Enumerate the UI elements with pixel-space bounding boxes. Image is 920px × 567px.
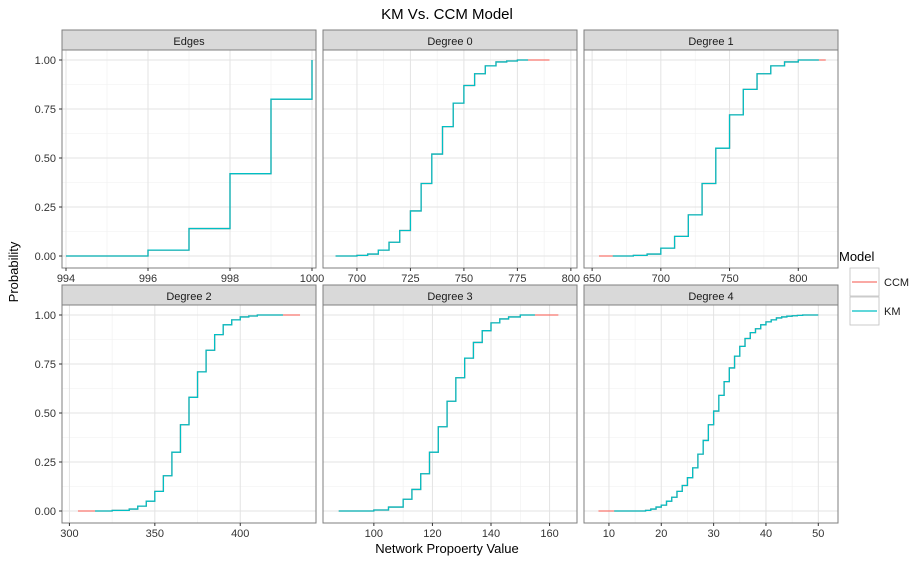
panel-border <box>322 49 578 269</box>
legend-items: CCM KM <box>849 267 909 326</box>
x-tick-label: 30 <box>707 528 719 540</box>
panel-background <box>584 50 838 268</box>
panel-border <box>61 304 317 524</box>
facet-panel: Degree 4 10 20 30 40 50 <box>583 284 839 540</box>
y-tick-label: 0.50 <box>35 153 56 165</box>
x-tick-label: 998 <box>221 273 239 285</box>
x-tick-label: 700 <box>348 273 366 285</box>
y-tick-label: 0.75 <box>35 359 56 371</box>
x-tick-label: 20 <box>655 528 667 540</box>
series-line-km <box>612 59 819 257</box>
legend-item-km: KM <box>849 296 901 326</box>
panel-border <box>322 304 578 524</box>
facet-title: Degree 4 <box>688 291 733 303</box>
panel-background <box>323 305 577 523</box>
x-tick-label: 400 <box>231 528 249 540</box>
facet-title: Degree 3 <box>427 291 472 303</box>
series-line-km <box>338 314 535 512</box>
series-line-km <box>95 314 283 512</box>
facet-panel: Degree 1 650 700 750 800 <box>583 29 839 285</box>
x-tick-label: 160 <box>540 528 558 540</box>
facet-panel: Edges 994 996 998 1000 0.00 0.25 0.50 0.75 1.00 <box>35 29 324 285</box>
facet-panel: Degree 2 300 350 400 0.00 0.25 0.50 0.75 1.00 <box>35 284 317 540</box>
facet-title: Edges <box>173 36 205 48</box>
x-tick-label: 40 <box>760 528 772 540</box>
y-tick-label: 0.25 <box>35 457 56 469</box>
panel-background <box>323 50 577 268</box>
x-tick-label: 750 <box>455 273 473 285</box>
y-tick-label: 0.00 <box>35 506 56 518</box>
x-tick-label: 800 <box>789 273 807 285</box>
y-tick-label: 0.25 <box>35 202 56 214</box>
x-tick-label: 750 <box>720 273 738 285</box>
x-tick-label: 120 <box>423 528 441 540</box>
x-tick-label: 1000 <box>300 273 324 285</box>
facet-panel: Degree 0 700 725 750 775 800 <box>322 29 580 285</box>
facet-title: Degree 1 <box>688 36 733 48</box>
x-tick-label: 800 <box>562 273 580 285</box>
facet-title: Degree 0 <box>427 36 472 48</box>
panel-border <box>61 49 317 269</box>
series-line-km <box>66 60 313 257</box>
legend-title: Model <box>839 249 875 264</box>
y-tick-label: 1.00 <box>35 55 56 67</box>
x-axis-label: Network Propoerty Value <box>375 541 519 556</box>
x-tick-label: 300 <box>60 528 78 540</box>
x-tick-label: 996 <box>139 273 157 285</box>
x-tick-label: 100 <box>365 528 383 540</box>
chart-title: KM Vs. CCM Model <box>381 6 513 23</box>
x-tick-label: 10 <box>603 528 615 540</box>
y-tick-label: 0.00 <box>35 251 56 263</box>
x-tick-label: 994 <box>57 273 75 285</box>
y-tick-label: 0.75 <box>35 104 56 116</box>
panel-border <box>583 49 839 269</box>
x-tick-label: 350 <box>146 528 164 540</box>
panel-border <box>583 304 839 524</box>
y-tick-label: 1.00 <box>35 310 56 322</box>
legend-label: KM <box>884 306 901 318</box>
legend: Model CCM KM <box>839 249 909 326</box>
x-tick-label: 700 <box>652 273 670 285</box>
y-tick-label: 0.50 <box>35 408 56 420</box>
x-tick-label: 725 <box>401 273 419 285</box>
facet-title: Degree 2 <box>166 291 211 303</box>
x-tick-label: 775 <box>508 273 526 285</box>
y-axis-label: Probability <box>6 241 21 302</box>
legend-label: CCM <box>884 277 909 289</box>
legend-item-ccm: CCM <box>849 267 909 297</box>
series-line-km <box>335 59 529 257</box>
facet-panel: Degree 3 100 120 140 160 <box>322 284 578 540</box>
x-tick-label: 140 <box>482 528 500 540</box>
x-tick-label: 650 <box>583 273 601 285</box>
panel-background <box>584 305 838 523</box>
series-line-km <box>614 314 819 512</box>
x-tick-label: 50 <box>812 528 824 540</box>
